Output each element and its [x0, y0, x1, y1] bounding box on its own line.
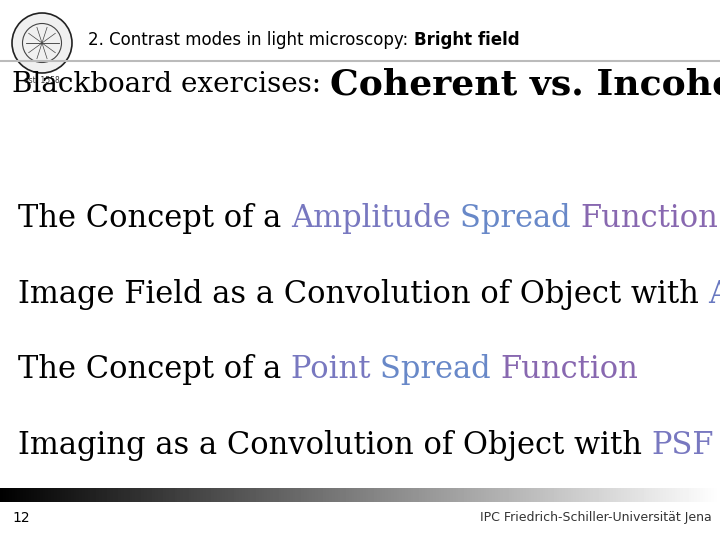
- Text: Function: Function: [581, 203, 719, 234]
- Text: The Concept of a: The Concept of a: [18, 203, 291, 234]
- Text: Blackboard exercises:: Blackboard exercises:: [12, 71, 330, 98]
- Circle shape: [12, 13, 72, 73]
- Text: PSF: PSF: [652, 430, 714, 461]
- Text: Amplitude: Amplitude: [291, 203, 461, 234]
- Text: 12: 12: [12, 511, 30, 525]
- Text: Image Field as a Convolution of Object with: Image Field as a Convolution of Object w…: [18, 279, 708, 310]
- Text: est. 1558: est. 1558: [24, 76, 60, 85]
- Text: Spread: Spread: [380, 354, 500, 386]
- Text: IPC Friedrich-Schiller-Universität Jena: IPC Friedrich-Schiller-Universität Jena: [480, 511, 712, 524]
- Text: Bright field: Bright field: [413, 31, 519, 49]
- Text: ASF: ASF: [708, 279, 720, 310]
- Text: Function: Function: [500, 354, 639, 386]
- Text: The Concept of a: The Concept of a: [18, 354, 291, 386]
- Text: Spread: Spread: [461, 203, 581, 234]
- Text: 2. Contrast modes in light microscopy:: 2. Contrast modes in light microscopy:: [88, 31, 413, 49]
- Text: Coherent vs. Incoherent imaging: Coherent vs. Incoherent imaging: [330, 68, 720, 102]
- Text: Imaging as a Convolution of Object with: Imaging as a Convolution of Object with: [18, 430, 652, 461]
- Text: Point: Point: [291, 354, 380, 386]
